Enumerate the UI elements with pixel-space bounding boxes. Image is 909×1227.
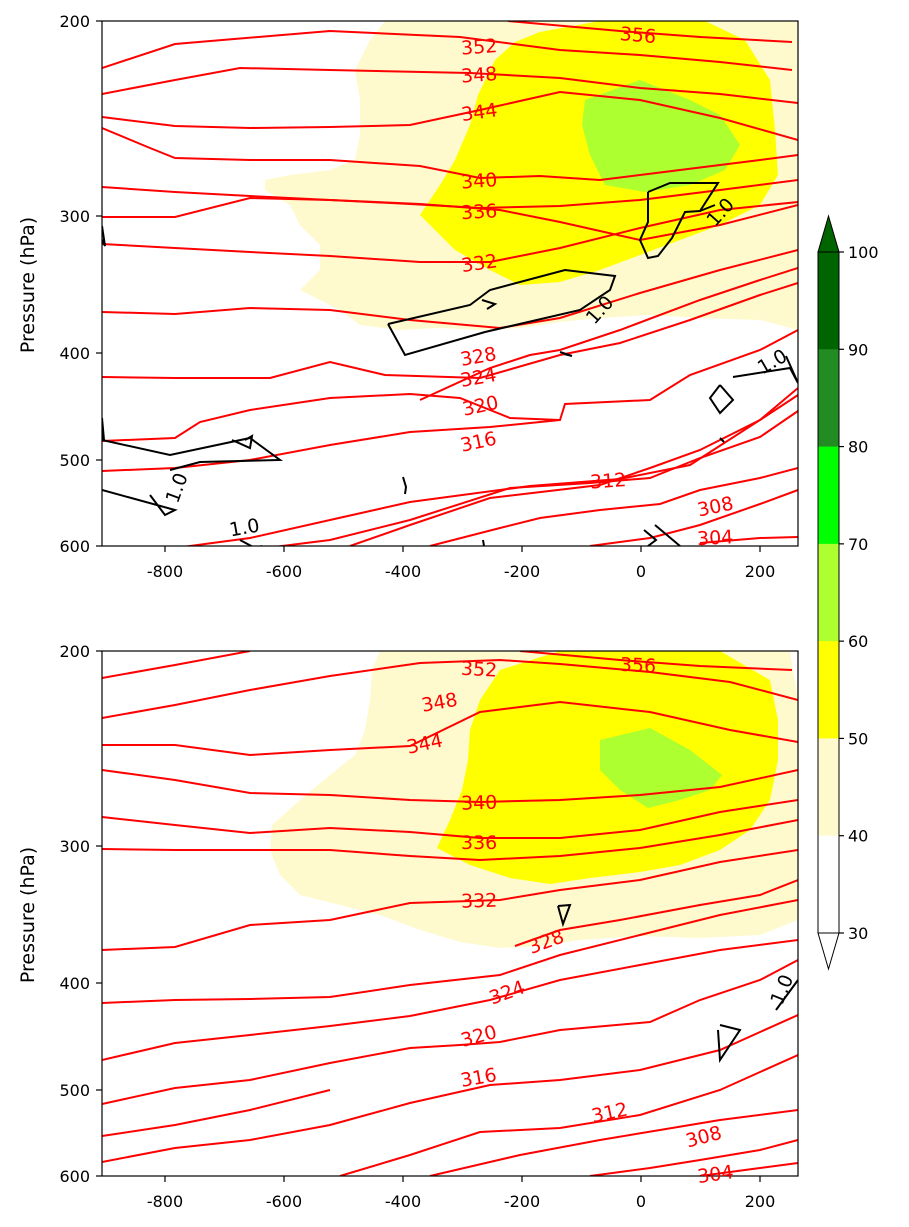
x-tick-label: -600 [266,1192,302,1211]
theta-label: 352 [460,658,497,682]
theta-label: 304 [697,526,734,550]
theta-label: 308 [683,1122,724,1153]
x-tick-label: -800 [147,1192,183,1211]
y-tick-label: 200 [59,642,90,661]
theta-label: 312 [590,1098,630,1127]
colorbar-tick-label: 80 [848,438,868,457]
y-tick-label: 500 [59,1081,90,1100]
theta-label: 336 [461,832,497,854]
fill-60-70 [600,728,722,808]
x-tick-label: -400 [385,1192,421,1211]
colorbar-tick-label: 70 [848,535,868,554]
y-axis-top: 200 300 400 500 600 Pressure (hPa) [17,12,102,556]
colorbar: 30 40 50 60 70 80 90 100 [817,214,879,971]
axes-frame-top [101,20,799,547]
y-axis-bottom: 200 300 400 500 600 Pressure (hPa) [17,642,102,1186]
x-tick-label: 200 [745,1192,776,1211]
theta-label: 316 [459,1064,499,1092]
y-tick-label: 400 [59,344,90,363]
plot-area-bottom [102,651,798,1176]
colorbar-segment [818,835,839,934]
colorbar-segment [818,446,839,545]
theta-label: 356 [619,654,656,678]
div-label: 1.0 [766,972,798,1008]
div-contours-top [102,182,798,546]
colorbar-segment [818,641,839,739]
y-axis-label: Pressure (hPa) [17,847,39,983]
colorbar-segment [818,543,839,642]
colorbar-tick-label: 60 [848,632,868,651]
theta-label: 336 [461,200,498,224]
theta-contours-top [102,21,798,546]
y-tick-label: 400 [59,974,90,993]
colorbar-segment [818,349,839,448]
colorbar-tick-label: 30 [848,924,868,943]
div-label: 1.0 [228,514,262,541]
colorbar-tick-label: 90 [848,340,868,359]
theta-contours-bottom [102,651,798,1176]
x-tick-label: -600 [266,562,302,581]
theta-label: 312 [589,469,627,493]
theta-label: 348 [460,63,498,87]
div-labels-bottom: 1.0 [766,972,798,1008]
div-label: 1.0 [162,470,193,506]
div-contours-bottom [557,903,798,1064]
y-axis-label: Pressure (hPa) [17,217,39,353]
x-tick-label: -400 [385,562,421,581]
theta-label: 320 [460,392,500,421]
theta-label: 316 [458,428,498,457]
colorbar-tick-label: 40 [848,827,868,846]
x-tick-label: 0 [636,562,646,581]
theta-label: 320 [458,1021,499,1052]
colorbar-segment [818,252,839,350]
theta-label: 340 [461,792,498,815]
colorbar-tick-label: 50 [848,729,868,748]
axes-frame-bottom [101,650,799,1177]
theta-label: 356 [619,23,657,48]
y-tick-label: 200 [59,12,90,31]
plot-area-top [102,21,798,546]
colorbar-tick-label: 100 [848,243,879,262]
fill-60-70 [582,80,740,192]
x-axis-top: -800 -600 -400 -200 0 200 [147,546,775,581]
y-tick-label: 600 [59,1167,90,1186]
theta-label: 344 [460,99,499,126]
theta-label: 324 [486,976,528,1009]
panel-bottom: 356 352 348 344 340 336 332 328 324 320 … [17,642,799,1211]
colorbar-outline [817,251,840,934]
theta-label: 332 [460,250,499,277]
x-tick-label: 200 [745,562,776,581]
theta-label: 304 [696,1161,735,1188]
colorbar-extend-min [817,932,840,971]
y-tick-label: 300 [59,207,90,226]
panel-top: 356 352 348 344 340 336 332 328 324 320 … [17,12,799,581]
x-tick-label: 0 [636,1192,646,1211]
y-tick-label: 300 [59,837,90,856]
theta-label: 340 [460,169,498,193]
x-tick-label: -200 [504,1192,540,1211]
colorbar-extend-max [817,214,840,253]
x-axis-bottom: -800 -600 -400 -200 0 200 [147,1176,775,1211]
x-tick-label: -800 [147,562,183,581]
colorbar-segment [818,738,839,837]
theta-label: 308 [695,492,735,521]
theta-label: 332 [461,890,498,913]
y-tick-label: 600 [59,537,90,556]
x-tick-label: -200 [504,562,540,581]
theta-label: 352 [460,35,498,59]
y-tick-label: 500 [59,451,90,470]
